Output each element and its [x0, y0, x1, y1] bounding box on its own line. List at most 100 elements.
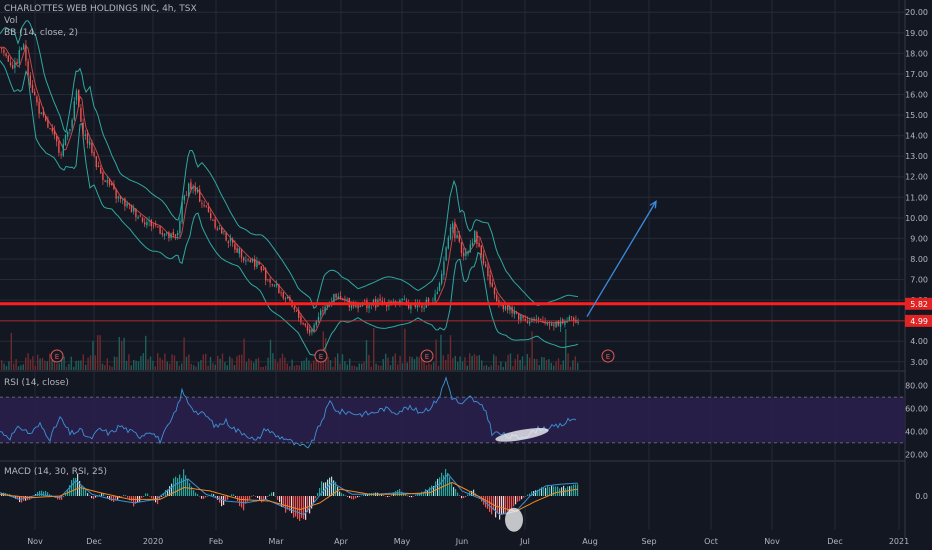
macd-histogram-bar[interactable] — [69, 485, 71, 496]
volume-bar[interactable] — [255, 359, 257, 370]
candle-body[interactable] — [113, 184, 115, 190]
volume-bar[interactable] — [111, 366, 113, 370]
volume-bar[interactable] — [404, 328, 406, 370]
macd-histogram-bar[interactable] — [255, 496, 257, 497]
macd-histogram-bar[interactable] — [143, 496, 145, 497]
macd-histogram-bar[interactable] — [203, 496, 205, 499]
macd-histogram-bar[interactable] — [225, 496, 227, 502]
candle-body[interactable] — [476, 231, 478, 245]
candle-body[interactable] — [157, 226, 159, 228]
candle-body[interactable] — [403, 299, 405, 301]
macd-histogram-bar[interactable] — [27, 496, 29, 501]
volume-bar[interactable] — [449, 335, 452, 370]
macd-histogram-bar[interactable] — [213, 494, 215, 496]
macd-histogram-bar[interactable] — [91, 496, 93, 499]
macd-histogram-bar[interactable] — [207, 496, 209, 497]
candle-body[interactable] — [513, 311, 515, 315]
candle-body[interactable] — [7, 55, 9, 62]
bb-basis[interactable] — [0, 45, 579, 333]
candle-body[interactable] — [221, 227, 223, 234]
volume-bar[interactable] — [92, 340, 94, 370]
candle-body[interactable] — [315, 321, 317, 326]
volume-bar[interactable] — [195, 366, 197, 370]
macd-histogram-bar[interactable] — [319, 487, 321, 496]
volume-bar[interactable] — [56, 363, 58, 370]
macd-histogram-bar[interactable] — [523, 496, 525, 498]
volume-bar[interactable] — [224, 362, 226, 370]
candle-body[interactable] — [564, 321, 566, 325]
macd-histogram-bar[interactable] — [439, 477, 441, 496]
macd-histogram-bar[interactable] — [333, 480, 335, 496]
volume-bar[interactable] — [541, 357, 543, 370]
volume-bar[interactable] — [253, 362, 255, 370]
macd-histogram-bar[interactable] — [549, 487, 551, 496]
volume-bar[interactable] — [533, 358, 536, 370]
macd-histogram-bar[interactable] — [113, 496, 115, 502]
macd-histogram-bar[interactable] — [289, 496, 291, 512]
candle-body[interactable] — [141, 217, 144, 222]
volume-bar[interactable] — [428, 363, 430, 370]
volume-bar[interactable] — [85, 364, 87, 370]
volume-bar[interactable] — [406, 362, 408, 370]
macd-histogram-bar[interactable] — [267, 496, 269, 497]
macd-histogram-bar[interactable] — [285, 496, 287, 513]
macd-histogram-bar[interactable] — [233, 494, 235, 496]
volume-bar[interactable] — [500, 361, 502, 370]
macd-histogram-bar[interactable] — [149, 496, 151, 497]
candle-body[interactable] — [218, 228, 221, 230]
macd-histogram-bar[interactable] — [537, 489, 539, 496]
candle-body[interactable] — [295, 310, 298, 312]
candle-body[interactable] — [383, 301, 386, 303]
macd-histogram-bar[interactable] — [269, 494, 271, 496]
volume-bar[interactable] — [166, 361, 168, 370]
macd-histogram-bar[interactable] — [531, 491, 533, 496]
macd-histogram-bar[interactable] — [501, 496, 503, 515]
macd-histogram-bar[interactable] — [353, 496, 355, 500]
volume-bar[interactable] — [435, 339, 437, 370]
macd-histogram-bar[interactable] — [345, 495, 347, 496]
candle-body[interactable] — [489, 274, 491, 285]
macd-histogram-bar[interactable] — [279, 496, 281, 503]
macd-histogram-bar[interactable] — [161, 496, 163, 497]
candle-body[interactable] — [515, 312, 518, 314]
candle-body[interactable] — [93, 151, 95, 156]
candle-body[interactable] — [507, 305, 509, 310]
candle-body[interactable] — [284, 298, 287, 300]
macd-histogram-bar[interactable] — [487, 496, 489, 509]
candle-body[interactable] — [71, 119, 73, 128]
candle-body[interactable] — [38, 101, 40, 114]
volume-bar[interactable] — [445, 359, 447, 370]
volume-bar[interactable] — [365, 340, 368, 370]
macd-histogram-bar[interactable] — [197, 494, 199, 496]
projection-arrow[interactable] — [586, 201, 657, 317]
candle-body[interactable] — [12, 65, 14, 69]
macd-histogram-bar[interactable] — [321, 481, 323, 496]
volume-bar[interactable] — [315, 360, 317, 370]
macd-histogram-bar[interactable] — [97, 496, 99, 497]
macd-histogram-bar[interactable] — [139, 496, 141, 502]
macd-histogram-bar[interactable] — [201, 496, 203, 499]
volume-bar[interactable] — [200, 360, 202, 370]
macd-histogram-bar[interactable] — [181, 478, 183, 496]
macd-histogram-bar[interactable] — [505, 496, 507, 515]
macd-histogram-bar[interactable] — [43, 491, 45, 496]
candle-body[interactable] — [542, 320, 544, 323]
volume-bar[interactable] — [202, 354, 204, 370]
volume-bar[interactable] — [281, 353, 284, 370]
macd-histogram-bar[interactable] — [175, 476, 177, 496]
candle-body[interactable] — [298, 310, 300, 318]
macd-histogram-bar[interactable] — [235, 496, 237, 498]
macd-histogram-bar[interactable] — [405, 494, 407, 496]
volume-bar[interactable] — [293, 365, 296, 370]
macd-highlight-ellipse[interactable] — [505, 507, 523, 532]
macd-histogram-bar[interactable] — [185, 475, 187, 496]
candle-body[interactable] — [212, 219, 214, 221]
macd-histogram-bar[interactable] — [193, 490, 195, 496]
candle-body[interactable] — [416, 303, 419, 308]
candle-body[interactable] — [326, 304, 328, 307]
candle-body[interactable] — [247, 259, 249, 261]
macd-histogram-bar[interactable] — [507, 496, 509, 511]
volume-bar[interactable] — [248, 358, 250, 370]
candle-body[interactable] — [203, 205, 205, 207]
candle-body[interactable] — [302, 322, 304, 324]
